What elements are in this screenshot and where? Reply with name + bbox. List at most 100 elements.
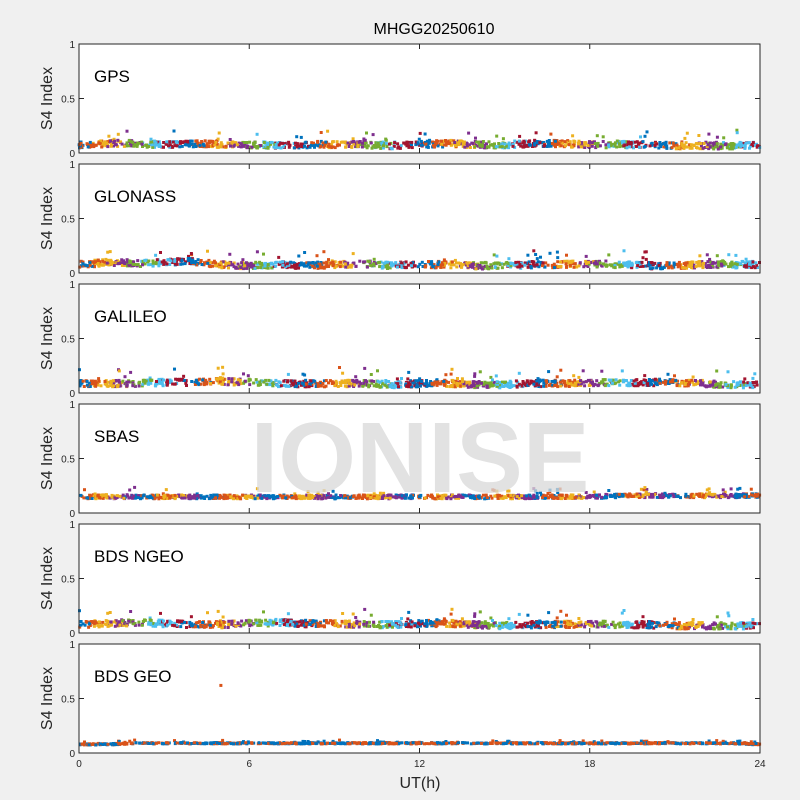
data-point: [730, 147, 734, 151]
data-point: [485, 385, 489, 389]
data-point: [622, 261, 626, 265]
data-point: [665, 620, 669, 624]
data-point: [526, 613, 530, 617]
data-point: [478, 144, 482, 148]
data-point: [442, 265, 446, 269]
data-point: [618, 621, 622, 625]
data-point: [103, 142, 107, 146]
data-point: [216, 137, 220, 141]
data-point: [297, 144, 301, 148]
data-point: [696, 382, 700, 386]
data-point: [633, 381, 637, 385]
data-point: [740, 260, 744, 263]
data-point: [164, 488, 168, 492]
data-point: [227, 377, 231, 381]
data-point: [183, 496, 187, 500]
data-point: [641, 264, 645, 268]
data-point: [175, 262, 179, 266]
data-point: [567, 385, 571, 388]
data-point: [266, 141, 270, 145]
data-point: [311, 264, 315, 268]
data-point: [489, 616, 493, 620]
data-point: [592, 260, 596, 263]
data-point: [345, 263, 349, 267]
data-point: [411, 496, 414, 500]
data-point: [630, 263, 634, 267]
data-point: [539, 493, 543, 497]
data-point: [114, 379, 118, 382]
data-point: [735, 262, 739, 266]
data-point: [697, 260, 701, 264]
data-point: [723, 490, 727, 494]
data-point: [431, 144, 435, 148]
data-point: [621, 493, 625, 497]
data-point: [692, 496, 696, 500]
data-point: [669, 264, 673, 268]
data-point: [618, 145, 622, 149]
data-point: [302, 263, 306, 267]
data-point: [698, 254, 702, 258]
data-point: [133, 485, 137, 489]
data-point: [601, 496, 605, 500]
data-point: [118, 384, 122, 388]
data-point: [611, 263, 615, 267]
data-point: [137, 623, 141, 627]
data-point: [704, 140, 708, 144]
data-point: [87, 381, 91, 385]
data-point: [746, 381, 750, 385]
data-point: [193, 623, 197, 627]
data-point: [522, 381, 526, 385]
data-point: [148, 376, 152, 380]
data-point: [652, 384, 656, 388]
data-point: [141, 494, 145, 498]
data-point: [276, 146, 280, 150]
data-point: [88, 140, 92, 144]
data-point: [590, 141, 594, 145]
data-point: [285, 494, 289, 498]
data-point: [421, 143, 425, 147]
data-point: [206, 611, 209, 615]
data-point: [274, 143, 278, 147]
data-point: [450, 367, 454, 371]
data-point: [449, 138, 453, 142]
data-point: [178, 377, 182, 381]
data-point: [157, 377, 161, 381]
data-point: [208, 377, 212, 381]
data-point: [755, 263, 759, 267]
data-point: [416, 381, 420, 385]
data-point: [319, 261, 323, 264]
data-point: [639, 495, 643, 498]
data-point: [191, 624, 195, 628]
data-point: [82, 496, 86, 500]
data-point: [117, 262, 121, 265]
data-point: [342, 381, 346, 384]
data-point: [378, 380, 382, 384]
data-point: [253, 497, 257, 501]
data-point: [675, 143, 679, 147]
data-point: [409, 494, 413, 498]
data-point: [127, 496, 131, 500]
data-point: [667, 263, 671, 267]
data-point: [365, 265, 369, 269]
data-point: [85, 383, 89, 387]
data-point: [487, 145, 491, 149]
data-point: [662, 495, 666, 499]
data-point: [460, 140, 464, 143]
data-point: [372, 494, 376, 498]
data-point: [546, 263, 550, 267]
data-point: [735, 496, 739, 500]
data-point: [707, 487, 711, 491]
data-point: [548, 488, 552, 492]
data-point: [106, 380, 110, 384]
data-point: [560, 260, 564, 264]
data-point: [441, 145, 445, 149]
data-point: [647, 378, 651, 381]
data-point: [216, 262, 220, 266]
data-point: [308, 265, 312, 269]
data-point: [607, 384, 611, 388]
data-point: [79, 493, 83, 497]
data-point: [239, 142, 243, 146]
data-point: [226, 141, 230, 145]
data-point: [468, 382, 472, 386]
data-point: [218, 377, 222, 381]
